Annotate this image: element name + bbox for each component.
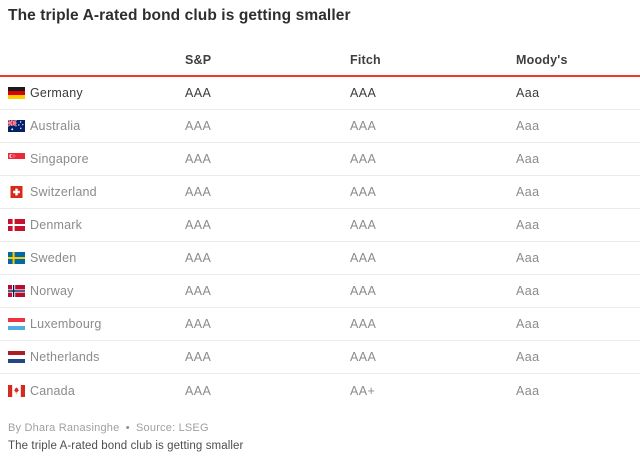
rating-fitch: AAA: [350, 218, 377, 232]
country-label: Sweden: [30, 251, 77, 265]
rating-sp: AAA: [185, 86, 212, 100]
flag-sweden-icon: [8, 252, 25, 264]
flag-luxembourg-icon: [8, 318, 25, 330]
rating-fitch: AAA: [350, 284, 377, 298]
footer-caption: The triple A-rated bond club is getting …: [8, 440, 244, 452]
table-row: Switzerland AAA AAA Aaa: [0, 176, 640, 209]
footer: By Dhara Ranasinghe • Source: LSEG The t…: [8, 422, 632, 452]
rating-sp: AAA: [185, 317, 212, 331]
rating-fitch: AAA: [350, 317, 377, 331]
rating-sp: AAA: [185, 350, 212, 364]
rating-sp: AAA: [185, 152, 212, 166]
rating-moodys: Aaa: [516, 86, 540, 100]
page-title: The triple A-rated bond club is getting …: [8, 7, 351, 24]
rating-moodys: Aaa: [516, 284, 540, 298]
flag-denmark-icon: [8, 219, 25, 231]
rating-sp: AAA: [185, 284, 212, 298]
rating-moodys: Aaa: [516, 218, 540, 232]
rating-moodys: Aaa: [516, 317, 540, 331]
rating-fitch: AAA: [350, 185, 377, 199]
table-row: Australia AAA AAA Aaa: [0, 110, 640, 143]
flag-canada-icon: [8, 384, 25, 397]
table-header: S&P Fitch Moody's: [0, 26, 640, 77]
byline: By Dhara Ranasinghe: [8, 422, 120, 434]
rating-fitch: AAA: [350, 350, 377, 364]
rating-moodys: Aaa: [516, 251, 540, 265]
rating-fitch: AA+: [350, 383, 376, 398]
rating-moodys: Aaa: [516, 383, 540, 398]
column-header-moodys: Moody's: [516, 53, 568, 67]
bullet-separator: •: [125, 422, 130, 434]
rating-moodys: Aaa: [516, 350, 540, 364]
rating-moodys: Aaa: [516, 152, 540, 166]
table-row: Netherlands AAA AAA Aaa: [0, 341, 640, 374]
table-row: Luxembourg AAA AAA Aaa: [0, 308, 640, 341]
rating-fitch: AAA: [350, 86, 377, 100]
rating-fitch: AAA: [350, 251, 377, 265]
rating-fitch: AAA: [350, 119, 377, 133]
column-header-country: [8, 53, 185, 67]
table-row: Singapore AAA AAA Aaa: [0, 143, 640, 176]
flag-switzerland-icon: [8, 186, 25, 198]
rating-moodys: Aaa: [516, 185, 540, 199]
country-label: Germany: [30, 86, 83, 100]
rating-sp: AAA: [185, 251, 212, 265]
rating-sp: AAA: [185, 119, 212, 133]
country-label: Switzerland: [30, 185, 97, 199]
rating-sp: AAA: [185, 383, 212, 398]
ratings-table: S&P Fitch Moody's Germany AAA AAA Aaa Austra…: [0, 26, 640, 407]
country-label: Canada: [30, 383, 75, 398]
flag-norway-icon: [8, 285, 25, 297]
table-row: Norway AAA AAA Aaa: [0, 275, 640, 308]
byline-source-line: By Dhara Ranasinghe • Source: LSEG: [8, 422, 632, 434]
country-label: Norway: [30, 284, 74, 298]
flag-australia-icon: [8, 120, 25, 132]
rating-sp: AAA: [185, 185, 212, 199]
table-row: Sweden AAA AAA Aaa: [0, 242, 640, 275]
source-credit: Source: LSEG: [136, 422, 209, 434]
rating-moodys: Aaa: [516, 119, 540, 133]
table-row: Germany AAA AAA Aaa: [0, 77, 640, 110]
table-body: Germany AAA AAA Aaa Australia AAA AAA Aaa Singap…: [0, 77, 640, 407]
column-header-fitch: Fitch: [350, 53, 381, 67]
country-label: Luxembourg: [30, 317, 102, 331]
country-label: Netherlands: [30, 350, 100, 364]
country-label: Singapore: [30, 152, 89, 166]
table-row: Denmark AAA AAA Aaa: [0, 209, 640, 242]
flag-germany-icon: [8, 87, 25, 99]
country-label: Denmark: [30, 218, 83, 232]
column-header-sp: S&P: [185, 53, 212, 67]
rating-fitch: AAA: [350, 152, 377, 166]
flag-netherlands-icon: [8, 351, 25, 363]
country-label: Australia: [30, 119, 81, 133]
flag-singapore-icon: [8, 153, 25, 165]
rating-sp: AAA: [185, 218, 212, 232]
table-row: Canada AAA AA+ Aaa: [0, 374, 640, 407]
